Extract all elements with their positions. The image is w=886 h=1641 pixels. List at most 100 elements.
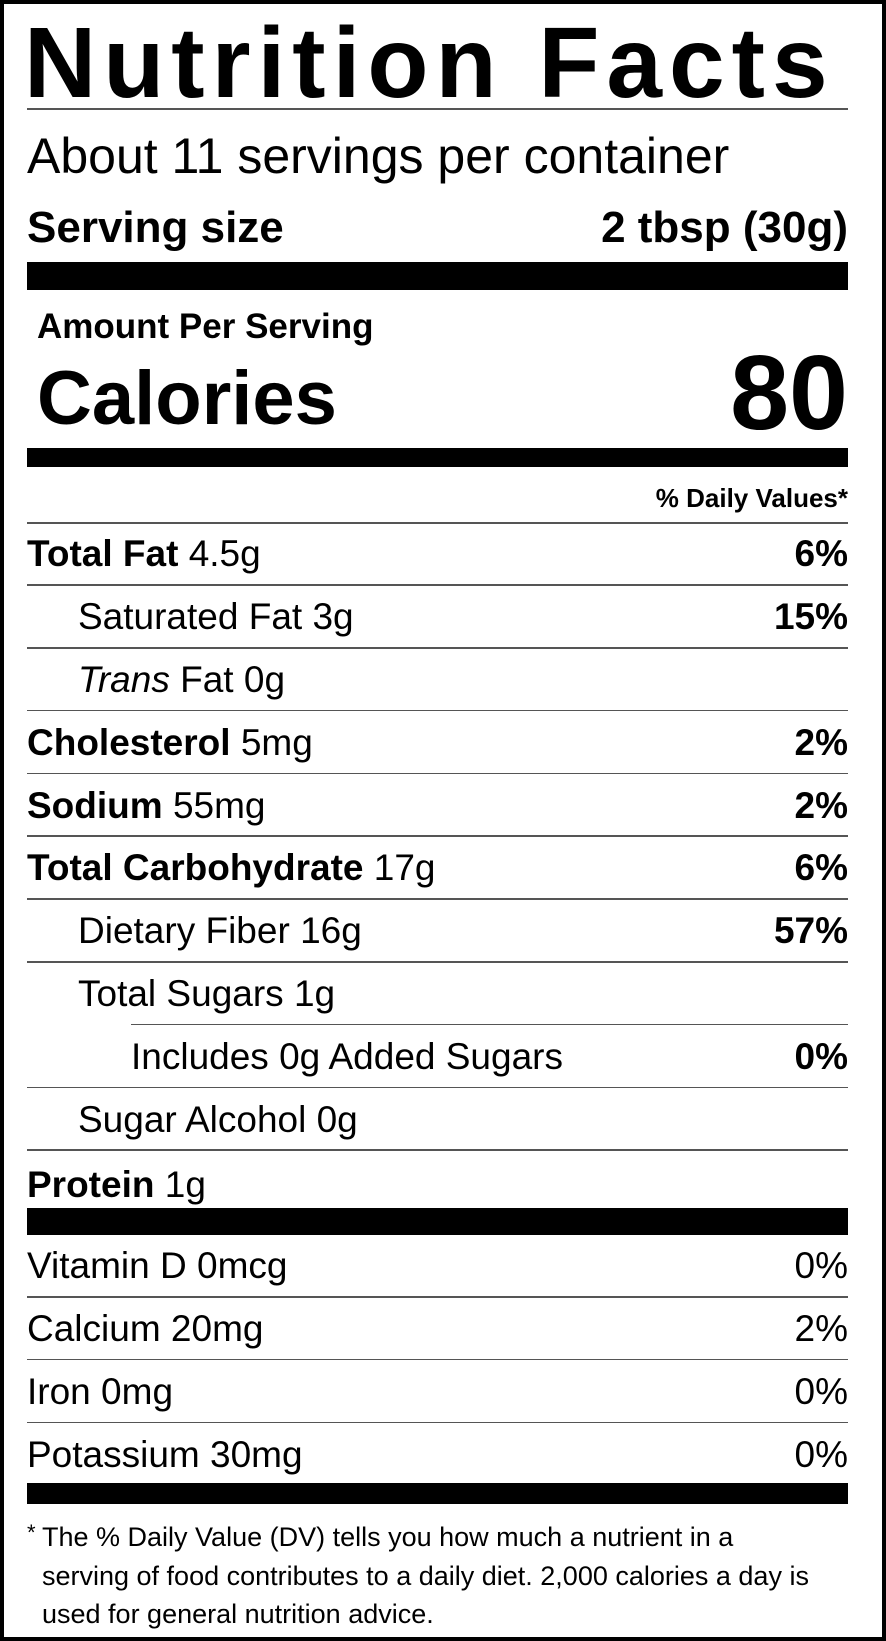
nutrient-name: Fat <box>180 658 234 700</box>
nutrient-row: Protein 1g <box>27 1151 848 1206</box>
divider <box>27 584 848 586</box>
nutrient-amount: 17g <box>373 847 436 889</box>
calories-label: Calories <box>37 356 337 441</box>
daily-values-header: % Daily Values* <box>655 483 848 513</box>
nutrient-row: Total Carbohydrate 17g 6% <box>27 837 848 900</box>
nutrient-name: Protein <box>27 1164 155 1205</box>
nutrient-row: Sodium 55mg 2% <box>27 774 848 837</box>
nutrient-row: Total Fat 4.5g 6% <box>27 523 848 586</box>
nutrient-amount: 0g <box>243 658 286 700</box>
divider <box>27 835 848 837</box>
vitamin-row: Calcium 20mg 2% <box>27 1298 848 1361</box>
vitamin-name-amount: Potassium 30mg <box>27 1434 303 1476</box>
nutrient-row: Includes 0g Added Sugars 0% <box>27 1025 848 1089</box>
vitamin-name-amount: Iron 0mg <box>27 1371 173 1413</box>
nutrient-amount: 4.5g <box>188 533 261 575</box>
divider <box>27 1421 848 1424</box>
divider <box>27 1149 848 1151</box>
vitamin-name: Potassium <box>27 1433 200 1475</box>
divider <box>27 1296 848 1298</box>
footnote: * The % Daily Value (DV) tells you how m… <box>27 1518 827 1634</box>
divider <box>27 898 848 900</box>
nutrient-name-amount: Trans Fat 0g <box>27 659 285 701</box>
nutrient-name: Sodium <box>27 784 163 826</box>
vitamin-amount: 30mg <box>210 1433 303 1475</box>
footnote-text: The % Daily Value (DV) tells you how muc… <box>42 1522 809 1629</box>
thick-bar <box>27 1208 848 1235</box>
nutrient-name-amount: Saturated Fat 3g <box>27 596 354 638</box>
nutrient-name: Cholesterol <box>27 721 231 763</box>
nutrient-row: Saturated Fat 3g 15% <box>27 586 848 649</box>
nutrient-row: Cholesterol 5mg 2% <box>27 711 848 775</box>
vitamin-amount: 0mg <box>101 1370 174 1412</box>
nutrient-amount: 3g <box>312 596 354 638</box>
nutrient-row: Dietary Fiber 16g 57% <box>27 900 848 963</box>
nutrient-daily-value: 57% <box>773 910 848 952</box>
divider <box>131 1023 848 1026</box>
nutrient-name-amount: Cholesterol 5mg <box>27 722 313 764</box>
vitamin-name: Vitamin D <box>27 1245 187 1287</box>
nutrient-amount: 16g <box>300 910 362 952</box>
nutrient-italic-prefix: Trans <box>78 658 170 700</box>
nutrient-amount: 0g <box>316 1098 358 1140</box>
vitamin-daily-value: 0% <box>794 1245 848 1287</box>
nutrient-amount: 5mg <box>240 721 313 763</box>
nutrient-name-amount: Total Fat 4.5g <box>27 533 261 575</box>
nutrient-name-amount: Total Sugars 1g <box>27 973 335 1015</box>
vitamin-name-amount: Vitamin D 0mcg <box>27 1245 287 1287</box>
vitamin-amount: 0mcg <box>197 1245 288 1287</box>
servings-per-container: About 11 servings per container <box>27 128 730 184</box>
nutrient-name: Includes 0g Added Sugars <box>131 1035 563 1077</box>
nutrient-name: Dietary Fiber <box>78 910 290 952</box>
vitamin-daily-value: 2% <box>794 1308 848 1350</box>
thick-bar <box>27 262 848 290</box>
nutrient-name-amount: Includes 0g Added Sugars <box>27 1036 563 1078</box>
vitamin-name: Calcium <box>27 1308 161 1350</box>
vitamin-amount: 20mg <box>170 1308 264 1350</box>
nutrient-daily-value: 6% <box>794 533 848 575</box>
calories-value: 80 <box>730 334 848 452</box>
nutrient-daily-value: 2% <box>794 784 848 826</box>
nutrient-name: Total Fat <box>27 533 179 575</box>
divider <box>27 522 848 524</box>
serving-size-label: Serving size <box>27 203 284 252</box>
serving-size-value: 2 tbsp (30g) <box>601 203 848 252</box>
nutrient-name-amount: Dietary Fiber 16g <box>27 910 362 952</box>
nutrient-amount: 55mg <box>172 784 266 826</box>
thick-bar <box>27 448 848 467</box>
nutrient-daily-value: 6% <box>794 847 848 889</box>
vitamin-name-amount: Calcium 20mg <box>27 1308 263 1350</box>
nutrient-amount: 1g <box>293 972 336 1014</box>
nutrient-name: Total Sugars <box>78 972 284 1014</box>
nutrient-daily-value: 2% <box>794 721 848 763</box>
vitamin-daily-value: 0% <box>794 1433 848 1475</box>
nutrient-daily-value: 0% <box>794 1035 848 1077</box>
divider <box>27 108 848 110</box>
nutrient-name: Saturated Fat <box>78 596 303 638</box>
divider <box>27 961 848 963</box>
label-title: Nutrition Facts <box>24 7 835 119</box>
divider <box>27 772 848 775</box>
nutrient-name-amount: Total Carbohydrate 17g <box>27 847 435 889</box>
vitamin-name: Iron <box>27 1370 91 1412</box>
vitamin-row: Vitamin D 0mcg 0% <box>27 1235 848 1298</box>
vitamin-row: Iron 0mg 0% <box>27 1361 848 1424</box>
divider <box>27 709 848 712</box>
vitamin-daily-value: 0% <box>794 1370 848 1412</box>
divider <box>27 1086 848 1089</box>
nutrient-amount: 1g <box>164 1164 206 1205</box>
nutrient-row: Total Sugars 1g <box>27 963 848 1026</box>
nutrient-name-amount: Protein 1g <box>27 1164 206 1206</box>
thick-bar <box>27 1483 848 1504</box>
nutrient-name-amount: Sugar Alcohol 0g <box>27 1099 358 1141</box>
nutrient-name: Sugar Alcohol <box>78 1098 307 1140</box>
nutrient-daily-value: 15% <box>773 596 848 638</box>
amount-per-serving: Amount Per Serving <box>37 307 374 346</box>
footnote-asterisk: * <box>27 1520 36 1545</box>
divider <box>27 647 848 649</box>
vitamin-row: Potassium 30mg 0% <box>27 1423 848 1486</box>
divider <box>27 1358 848 1361</box>
nutrient-name-amount: Sodium 55mg <box>27 785 266 827</box>
nutrient-name: Total Carbohydrate <box>27 847 364 889</box>
